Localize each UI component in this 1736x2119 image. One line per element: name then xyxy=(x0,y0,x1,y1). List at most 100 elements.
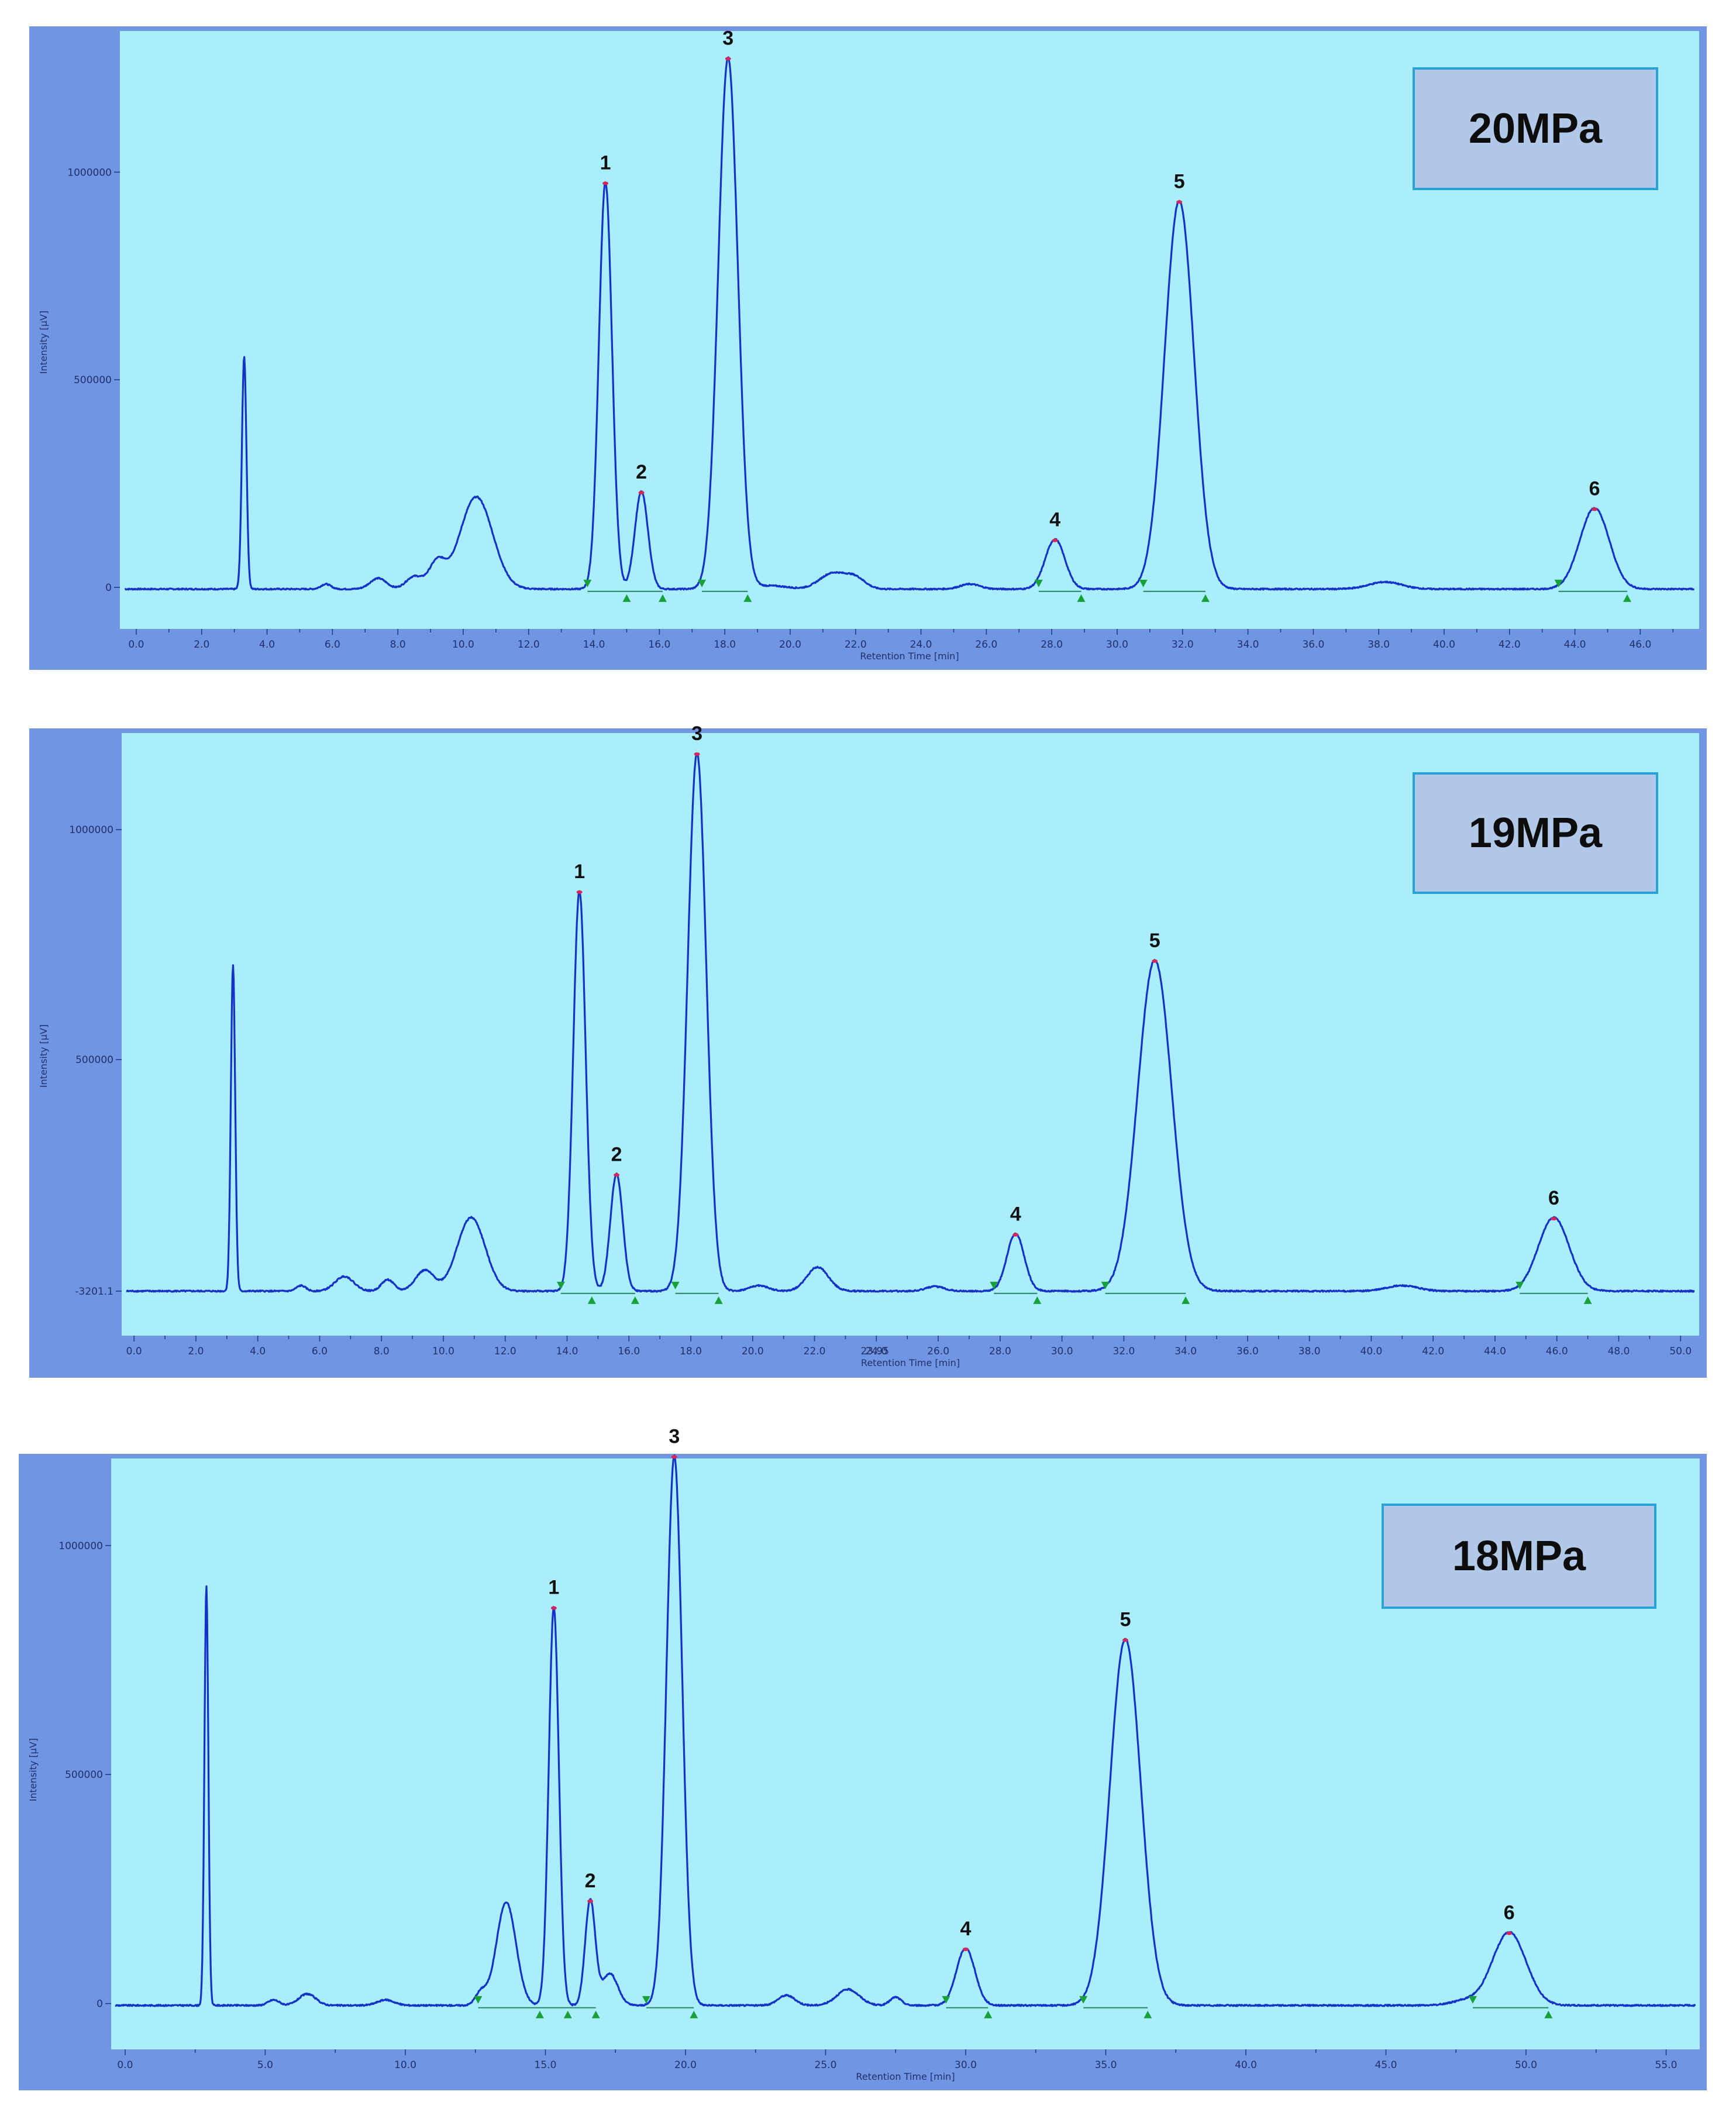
peak-apex-marker xyxy=(1506,1931,1513,1935)
x-tick-label: 42.0 xyxy=(1422,1346,1444,1357)
integration-marker xyxy=(1469,1996,1477,2004)
x-tick-label: 30.0 xyxy=(955,2059,977,2071)
integration-marker xyxy=(535,2010,544,2018)
x-tick-label: 50.0 xyxy=(1515,2059,1537,2071)
peak-label: 1 xyxy=(600,152,611,174)
pressure-label: 19MPa xyxy=(1468,810,1603,856)
x-tick-label: 24.0 xyxy=(910,639,932,651)
integration-marker xyxy=(1201,594,1210,602)
x-tick-label: 44.0 xyxy=(1564,639,1586,651)
integration-marker xyxy=(1033,1296,1042,1304)
integration-marker xyxy=(1623,594,1632,602)
peak-apex-marker xyxy=(638,491,645,495)
integration-marker xyxy=(1139,579,1148,587)
x-tick-label: 36.0 xyxy=(1236,1346,1259,1357)
x-tick-label: 10.0 xyxy=(394,2059,416,2071)
x-tick-label: 24.0 xyxy=(865,1346,887,1357)
x-tick-label: 14.0 xyxy=(556,1346,578,1357)
integration-marker xyxy=(1034,579,1043,587)
x-tick-label: 15.0 xyxy=(535,2059,557,2071)
x-tick-label: 8.0 xyxy=(390,639,406,651)
integration-marker xyxy=(587,1296,596,1304)
x-tick-label: 48.0 xyxy=(1608,1346,1630,1357)
x-tick-label: 26.0 xyxy=(975,639,997,651)
x-tick-label: 28.0 xyxy=(1041,639,1063,651)
integration-marker xyxy=(583,579,592,587)
peak-apex-marker xyxy=(1551,1217,1557,1221)
y-tick-label: 0 xyxy=(97,1998,103,2010)
integration-marker xyxy=(984,2010,993,2018)
integration-marker xyxy=(631,1296,639,1304)
x-tick-label: 6.0 xyxy=(312,1346,328,1357)
x-axis-label: Retention Time [min] xyxy=(861,1357,960,1368)
peak-apex-marker xyxy=(694,752,700,756)
x-tick-label: 10.0 xyxy=(432,1346,454,1357)
peak-apex-marker xyxy=(602,181,609,185)
peak-apex-marker xyxy=(1592,507,1598,511)
y-axis-label: Intensity [µV] xyxy=(27,1738,39,1801)
x-tick-label: 4.0 xyxy=(250,1346,266,1357)
peak-apex-marker xyxy=(576,890,583,894)
peak-apex-marker xyxy=(671,1455,677,1459)
peak-apex-marker xyxy=(587,1899,594,1903)
x-tick-label: 12.0 xyxy=(494,1346,516,1357)
integration-marker xyxy=(622,594,631,602)
integration-marker xyxy=(698,579,707,587)
x-tick-label: 35.0 xyxy=(1095,2059,1117,2071)
x-axis-label: Retention Time [min] xyxy=(860,651,959,662)
x-tick-label: 40.0 xyxy=(1360,1346,1383,1357)
integration-marker xyxy=(1583,1296,1592,1304)
peak-label: 5 xyxy=(1120,1608,1131,1630)
y-tick-label: -3201.1 xyxy=(75,1286,113,1298)
integration-marker xyxy=(1077,594,1086,602)
peak-label: 2 xyxy=(585,1870,596,1892)
chromatogram-trace xyxy=(126,752,1695,1293)
peak-label: 1 xyxy=(548,1577,559,1599)
pressure-label: 20MPa xyxy=(1468,105,1603,152)
integration-marker xyxy=(1101,1281,1110,1289)
integration-marker xyxy=(1143,2010,1152,2018)
peak-label: 3 xyxy=(691,723,702,745)
y-axis-label: Intensity [µV] xyxy=(38,1024,49,1088)
x-tick-label: 32.0 xyxy=(1112,1346,1135,1357)
integration-marker xyxy=(1079,1996,1088,2004)
y-tick-label: 1000000 xyxy=(69,824,113,836)
peak-label: 1 xyxy=(574,861,585,883)
pressure-label-box: 18MPa xyxy=(1382,1504,1656,1609)
x-axis-label: Retention Time [min] xyxy=(856,2071,955,2082)
peak-label: 5 xyxy=(1174,170,1185,192)
integration-marker xyxy=(1544,2010,1553,2018)
y-tick-label: 500000 xyxy=(74,374,112,386)
peak-label: 3 xyxy=(669,1425,680,1447)
integration-marker xyxy=(658,594,667,602)
peak-apex-marker xyxy=(1012,1233,1019,1237)
x-tick-label: 55.0 xyxy=(1655,2059,1678,2071)
x-tick-label: 44.0 xyxy=(1484,1346,1506,1357)
x-tick-label: 36.0 xyxy=(1302,639,1324,651)
y-tick-label: 1000000 xyxy=(67,167,112,178)
x-tick-label: 5.0 xyxy=(257,2059,273,2071)
chromatogram-panel-20mpa: 1 2 3 4 5 6 0.0 2.0 4.0 6.0 8.0 10.0 12.0 14.0 16.0 18.… xyxy=(29,26,1707,670)
x-tick-label: 2.0 xyxy=(194,639,209,651)
x-tick-label: 20.0 xyxy=(674,2059,697,2071)
integration-marker xyxy=(990,1281,998,1289)
chromatogram-trace xyxy=(124,56,1695,591)
peak-apex-marker xyxy=(1176,200,1183,204)
x-tick-label: 18.0 xyxy=(714,639,736,651)
x-tick-label: 0.0 xyxy=(126,1346,142,1357)
x-tick-label: 34.0 xyxy=(1174,1346,1197,1357)
integration-marker xyxy=(942,1996,950,2004)
peak-apex-marker xyxy=(1152,959,1158,963)
x-tick-label: 46.0 xyxy=(1546,1346,1568,1357)
x-tick-label: 0.0 xyxy=(117,2059,133,2071)
x-tick-label: 20.0 xyxy=(779,639,801,651)
pressure-label-box: 19MPa xyxy=(1413,772,1658,894)
x-tick-label: 30.0 xyxy=(1051,1346,1073,1357)
pressure-label: 18MPa xyxy=(1452,1533,1586,1580)
integration-marker xyxy=(563,2010,572,2018)
peak-apex-marker xyxy=(725,57,731,61)
x-tick-label: 38.0 xyxy=(1298,1346,1321,1357)
pressure-label-box: 20MPa xyxy=(1413,67,1658,190)
peak-label: 6 xyxy=(1504,1902,1515,1924)
x-tick-label: 4.0 xyxy=(259,639,275,651)
